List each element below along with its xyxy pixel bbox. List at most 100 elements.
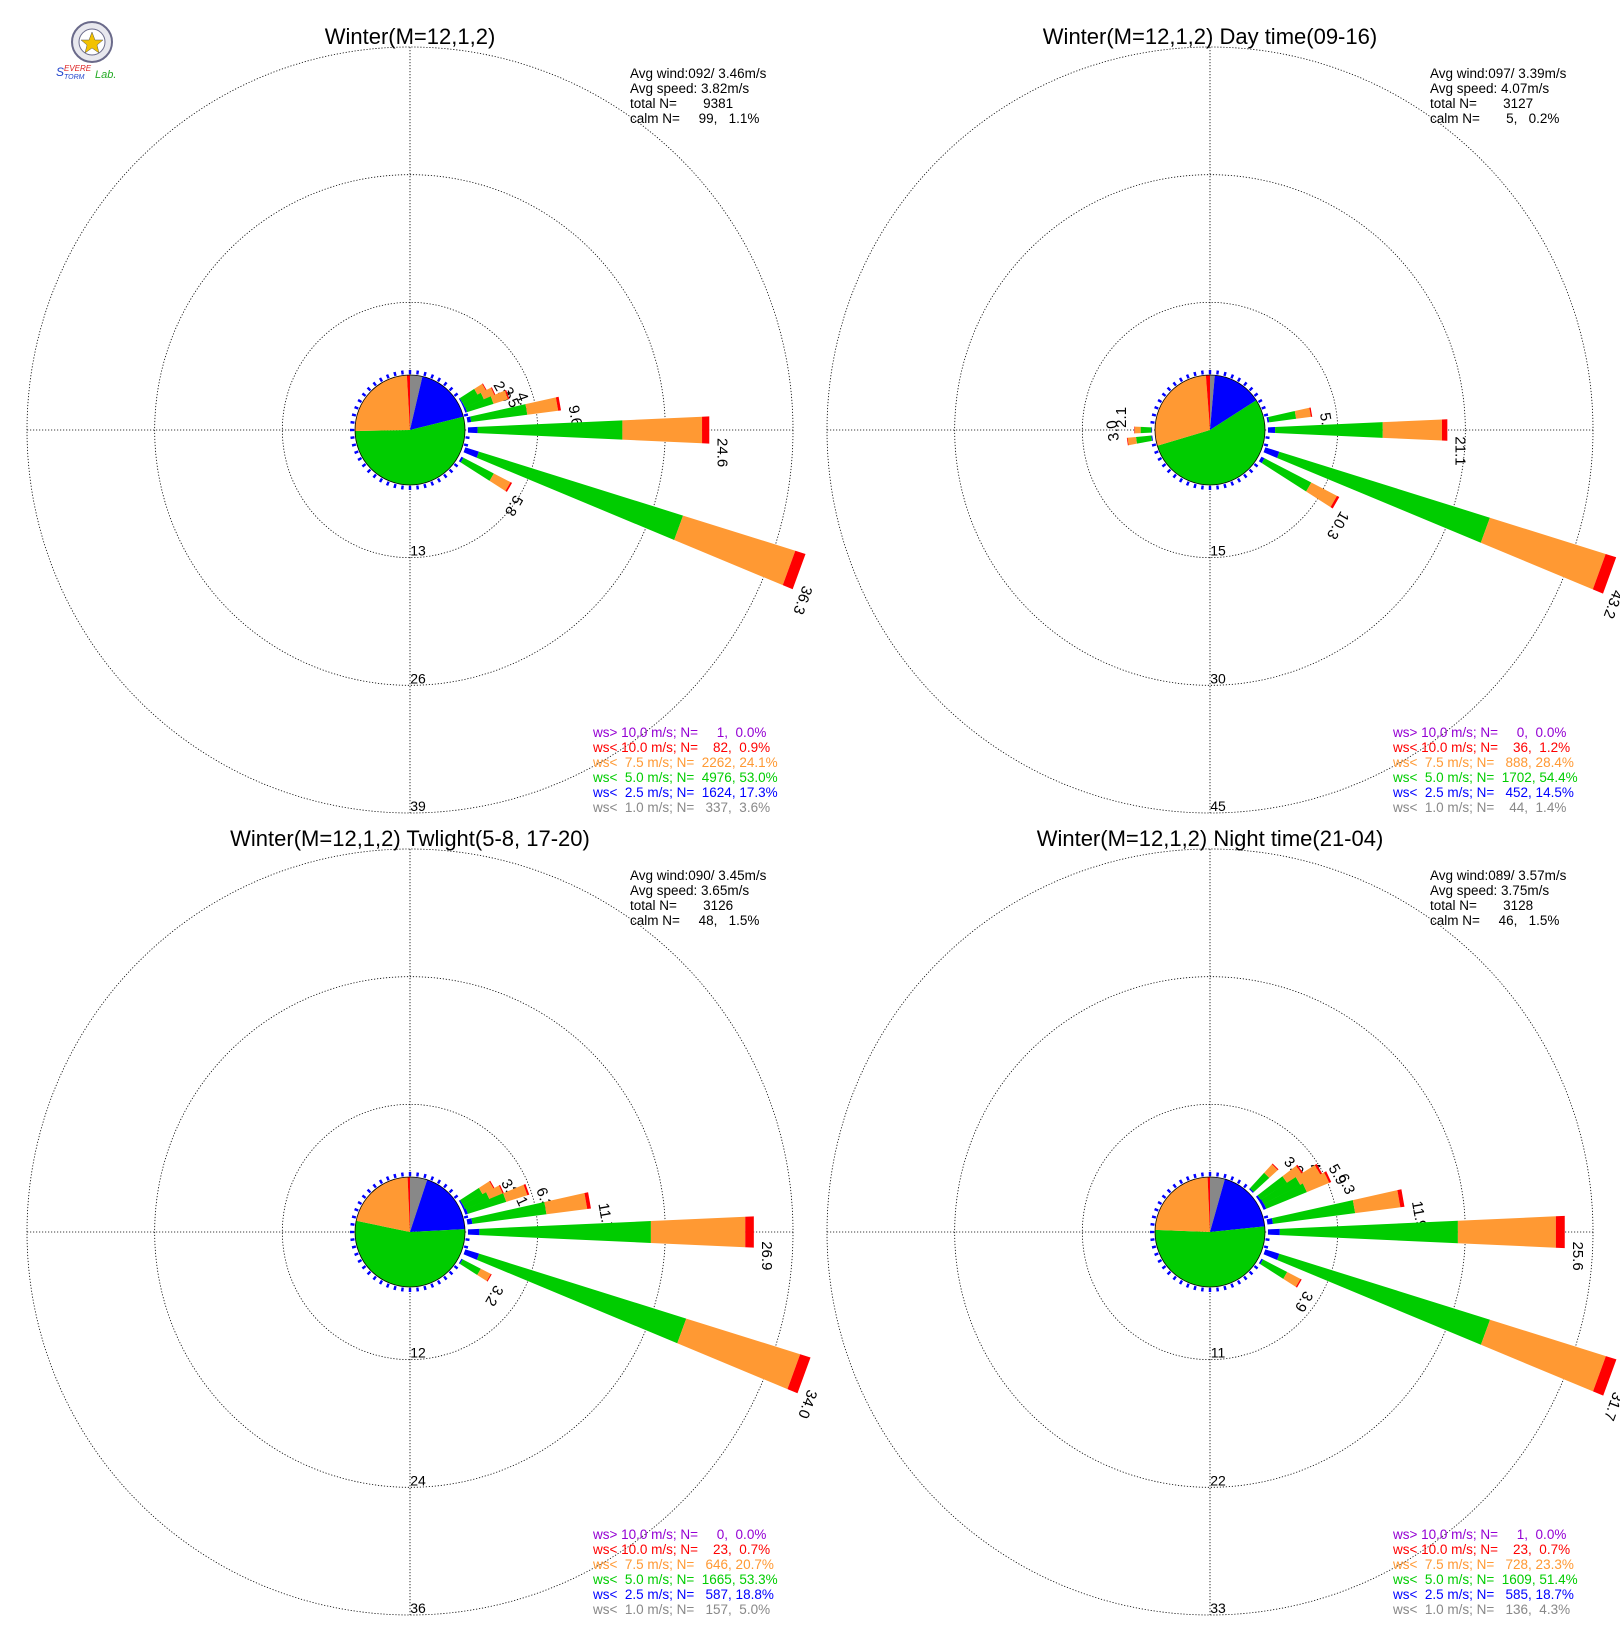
pie-slice <box>407 1177 410 1232</box>
petal-segment <box>470 404 528 423</box>
petal-segment <box>489 1180 495 1189</box>
petal-segment <box>1324 1171 1332 1183</box>
petal-stub <box>430 481 435 486</box>
petal-segment <box>1263 1183 1307 1209</box>
petal-stub <box>1200 1172 1204 1177</box>
stats-line: Avg speed: 3.75m/s <box>1430 883 1549 898</box>
legend-entry: ws< 2.5 m/s; N= 587, 18.8% <box>592 1587 774 1602</box>
petal-segment <box>458 398 463 404</box>
legend-entry: ws> 10.0 m/s; N= 0, 0.0% <box>1392 725 1566 740</box>
pie-slice <box>1155 375 1210 446</box>
petal-stub <box>1223 371 1227 377</box>
petal-stub <box>361 1194 367 1199</box>
petal-segment <box>1295 1278 1302 1288</box>
petal-stub <box>1230 481 1235 486</box>
petal-stub <box>366 386 372 392</box>
pie-outline <box>1154 374 1266 486</box>
petal-stub <box>393 371 397 377</box>
pie-slice <box>1210 375 1257 430</box>
petal-segment <box>482 383 487 391</box>
petal-stub <box>465 436 470 440</box>
petal-segment <box>476 1253 687 1344</box>
legend-entry: ws< 1.0 m/s; N= 337, 3.6% <box>592 800 770 815</box>
ring-label: 22 <box>1210 1472 1226 1488</box>
legend-entry: ws< 2.5 m/s; N= 1624, 17.3% <box>592 785 778 800</box>
ring-label: 15 <box>1210 543 1226 559</box>
petal-stub <box>1208 1287 1212 1292</box>
petal-stub <box>350 436 355 440</box>
petal-stub <box>408 370 412 375</box>
legend-entry: ws< 2.5 m/s; N= 452, 14.5% <box>1392 785 1574 800</box>
petal-segment <box>1263 1249 1280 1260</box>
petal-stub <box>354 405 359 410</box>
ring-label: 26 <box>410 670 426 686</box>
petal-segment <box>467 1228 480 1236</box>
petal-segment <box>674 515 796 586</box>
petal-stub <box>453 1265 459 1270</box>
petal-segment <box>1134 426 1141 434</box>
petal-stub <box>1172 473 1177 479</box>
petal-segment <box>466 1193 507 1214</box>
petal-stub <box>372 1275 377 1281</box>
petal-stub <box>465 1238 470 1242</box>
petal-segment <box>1257 1176 1288 1200</box>
petal-stub <box>354 450 359 455</box>
petal-segment <box>1134 426 1135 434</box>
petal-stub <box>1150 420 1155 424</box>
petal-stub <box>443 473 448 479</box>
petal-label: 5.8 <box>501 492 526 519</box>
petal-label: 10.3 <box>1323 508 1352 542</box>
petal-stub <box>1208 485 1212 490</box>
petal-stub <box>423 371 427 377</box>
petal-segment <box>1593 1356 1617 1396</box>
petal-stub <box>436 1179 442 1185</box>
petal-stub <box>1185 481 1190 486</box>
legend-entry: ws> 10.0 m/s; N= 1, 0.0% <box>592 725 766 740</box>
petal-segment <box>460 1187 483 1205</box>
petal-stub <box>1172 1183 1177 1189</box>
petal-stub <box>1263 413 1269 417</box>
petal-segment <box>471 1201 547 1224</box>
petal-segment <box>787 1354 811 1394</box>
petal-stub <box>1243 1275 1248 1281</box>
stats-line: total N= 3128 <box>1430 898 1533 913</box>
petal-stub <box>1150 1222 1155 1226</box>
petal-stub <box>1208 370 1212 375</box>
petal-segment <box>1258 1258 1264 1265</box>
petal-stub <box>385 481 390 486</box>
petal-stub <box>385 1176 390 1181</box>
pie-slice <box>355 375 410 431</box>
petal-segment <box>544 1193 588 1215</box>
petal-segment <box>490 387 496 396</box>
legend-entry: ws> 10.0 m/s; N= 1, 0.0% <box>1392 1527 1566 1542</box>
petal-stub <box>400 370 404 375</box>
pie-slice <box>355 1220 465 1287</box>
ring-label: 39 <box>410 798 426 814</box>
ring-label: 45 <box>1210 798 1226 814</box>
petal-stub <box>1243 1183 1248 1189</box>
legend-entry: ws< 10.0 m/s; N= 23, 0.7% <box>592 1542 770 1557</box>
petal-segment <box>745 1216 754 1248</box>
petal-stub <box>350 420 355 424</box>
petal-segment <box>702 416 710 444</box>
petal-label: 21.1 <box>1452 436 1469 465</box>
petal-segment <box>1294 407 1311 419</box>
petal-stub <box>1263 1245 1269 1249</box>
petal-stub <box>1263 1215 1269 1219</box>
pie-slice <box>1210 375 1215 430</box>
petal-stub <box>1154 1207 1159 1212</box>
petal-stub <box>1230 1176 1235 1181</box>
petal-stub <box>423 1285 427 1291</box>
petal-stub <box>423 483 427 489</box>
petal-stub <box>1157 398 1163 404</box>
petal-stub <box>1193 371 1197 377</box>
petal-segment <box>1267 427 1276 433</box>
legend-entry: ws< 1.0 m/s; N= 44, 1.4% <box>1392 800 1566 815</box>
svg-text:EVERE: EVERE <box>64 64 92 73</box>
petal-stub <box>1261 405 1266 410</box>
petal-stub <box>1178 1279 1184 1285</box>
petal-segment <box>489 473 511 492</box>
petal-segment <box>1250 1172 1270 1192</box>
petal-segment <box>490 390 509 404</box>
